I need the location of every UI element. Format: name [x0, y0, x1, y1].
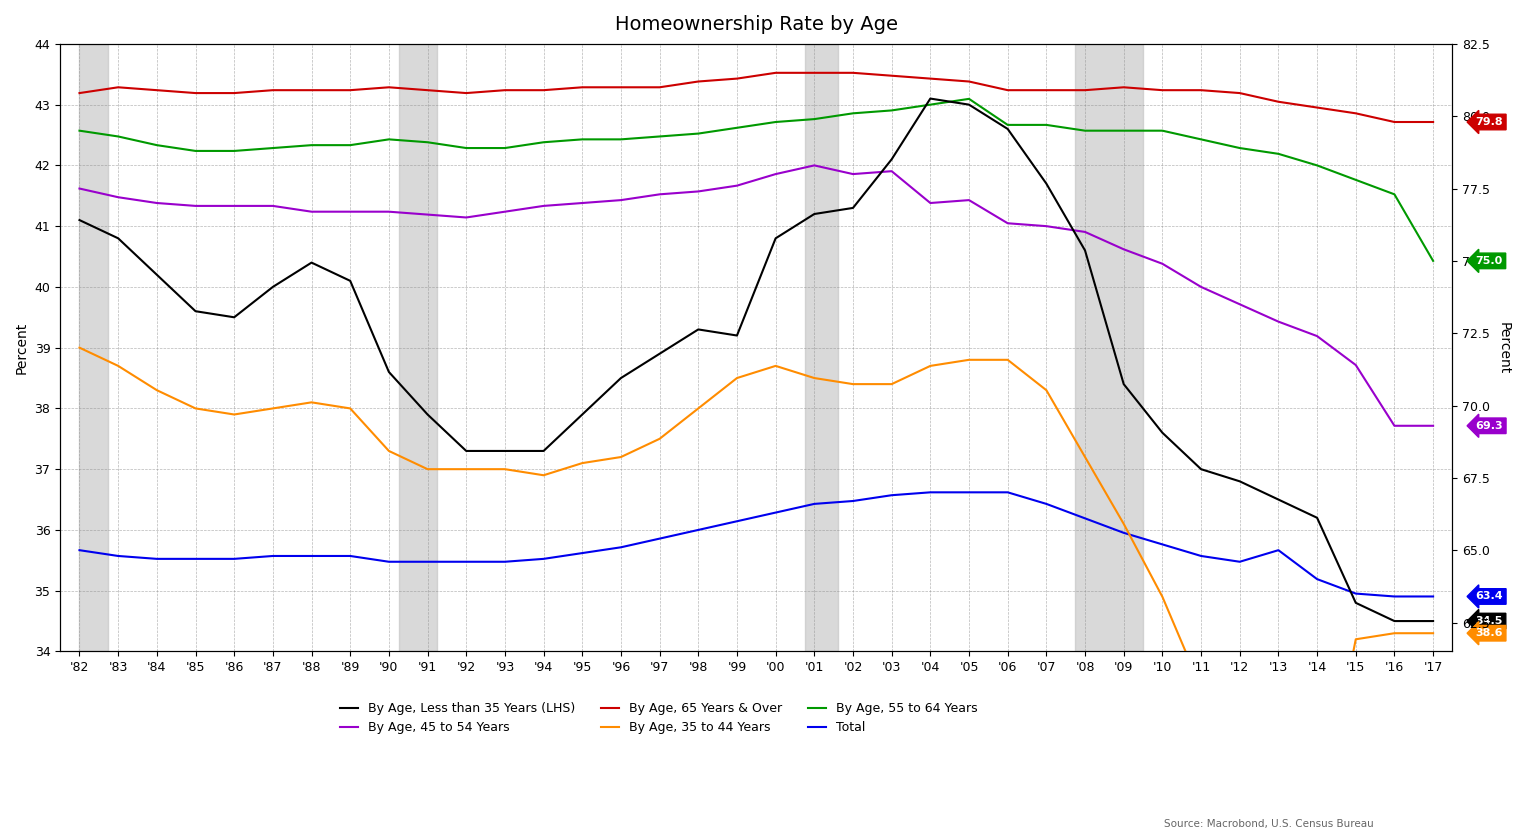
Text: 38.6: 38.6 — [1476, 628, 1503, 638]
Bar — [398, 44, 438, 651]
Y-axis label: Percent: Percent — [15, 321, 29, 374]
Legend: By Age, Less than 35 Years (LHS), By Age, 45 to 54 Years, By Age, 65 Years & Ove: By Age, Less than 35 Years (LHS), By Age… — [334, 697, 983, 739]
Text: Source: Macrobond, U.S. Census Bureau: Source: Macrobond, U.S. Census Bureau — [1164, 818, 1373, 828]
Y-axis label: Percent: Percent — [1497, 321, 1511, 374]
Text: 34.5: 34.5 — [1476, 616, 1503, 626]
Text: 63.4: 63.4 — [1476, 591, 1503, 601]
Bar — [804, 44, 838, 651]
Bar — [1076, 44, 1143, 651]
Title: Homeownership Rate by Age: Homeownership Rate by Age — [615, 15, 897, 34]
Text: 75.0: 75.0 — [1476, 256, 1503, 266]
Text: 79.8: 79.8 — [1476, 117, 1503, 127]
Bar — [79, 44, 108, 651]
Text: 69.3: 69.3 — [1476, 421, 1503, 431]
